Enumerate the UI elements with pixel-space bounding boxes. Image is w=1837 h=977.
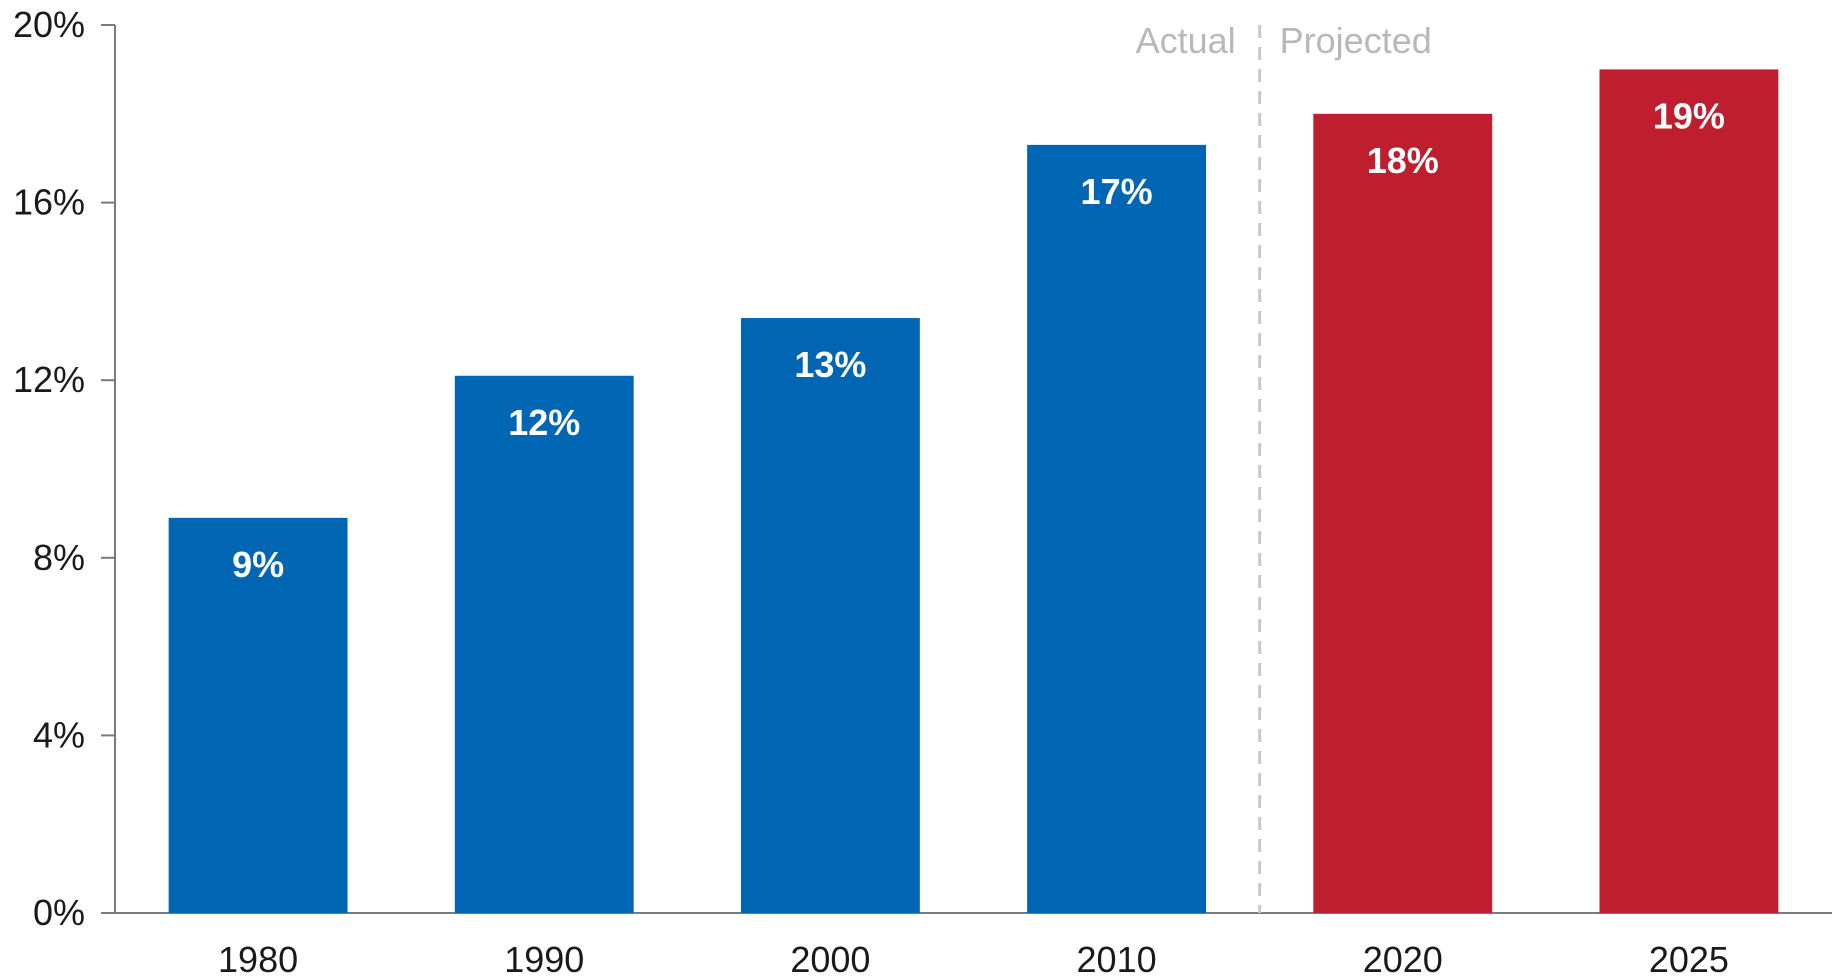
bars [168,69,1779,914]
y-tick-label: 20% [13,4,85,45]
x-tick-label: 2020 [1363,939,1443,977]
y-tick-label: 4% [33,714,85,755]
x-tick-label: 1980 [218,939,298,977]
bar-1980 [168,517,348,913]
bar-data-label: 12% [508,402,580,443]
bar-1990 [454,375,634,913]
bar-data-label: 18% [1367,140,1439,181]
bar-data-label: 19% [1653,95,1725,136]
bar-data-label: 9% [232,544,284,585]
bar-2025 [1599,69,1779,913]
actual-label: Actual [1136,20,1236,61]
x-tick-label: 2010 [1077,939,1157,977]
x-tick-label: 1990 [504,939,584,977]
bar-data-labels: 9% 12% 13% 17% 18% 19% [232,95,1725,584]
y-tick-label: 0% [33,892,85,933]
bar-2020 [1313,113,1493,914]
projected-label: Projected [1280,20,1432,61]
bar-2000 [740,318,920,913]
y-tick-label: 16% [13,182,85,223]
y-tick-label: 12% [13,359,85,400]
x-axis-labels: 1980 1990 2000 2010 2020 2025 [218,939,1729,977]
y-tick-label: 8% [33,537,85,578]
bar-2010 [1027,144,1207,913]
x-tick-label: 2000 [790,939,870,977]
y-axis: 0% 4% 8% 12% 16% 20% [13,4,1832,933]
bar-data-label: 17% [1081,171,1153,212]
bar-data-label: 13% [794,344,866,385]
x-tick-label: 2025 [1649,939,1729,977]
